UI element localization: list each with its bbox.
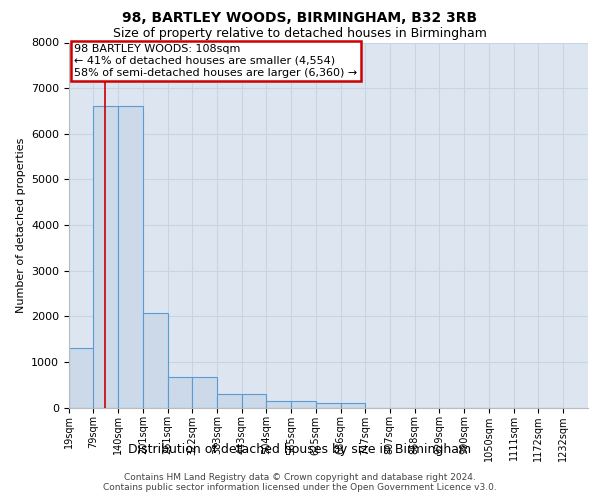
Text: Distribution of detached houses by size in Birmingham: Distribution of detached houses by size … [128, 442, 472, 456]
Text: 98, BARTLEY WOODS, BIRMINGHAM, B32 3RB: 98, BARTLEY WOODS, BIRMINGHAM, B32 3RB [122, 11, 478, 25]
Bar [341, 404, 365, 407]
Text: 98 BARTLEY WOODS: 108sqm
← 41% of detached houses are smaller (4,554)
58% of sem: 98 BARTLEY WOODS: 108sqm ← 41% of detach… [74, 44, 358, 78]
Bar [266, 401, 291, 407]
Bar [143, 312, 168, 408]
Bar [94, 106, 118, 408]
Bar [69, 348, 94, 408]
Text: Contains public sector information licensed under the Open Government Licence v3: Contains public sector information licen… [103, 482, 497, 492]
Bar [118, 106, 143, 408]
Bar [167, 378, 193, 408]
Bar [291, 401, 316, 407]
Bar [217, 394, 242, 407]
Bar [242, 394, 266, 407]
Bar [193, 378, 217, 408]
Text: Contains HM Land Registry data © Crown copyright and database right 2024.: Contains HM Land Registry data © Crown c… [124, 472, 476, 482]
Bar [316, 404, 341, 407]
Y-axis label: Number of detached properties: Number of detached properties [16, 138, 26, 312]
Text: Size of property relative to detached houses in Birmingham: Size of property relative to detached ho… [113, 28, 487, 40]
